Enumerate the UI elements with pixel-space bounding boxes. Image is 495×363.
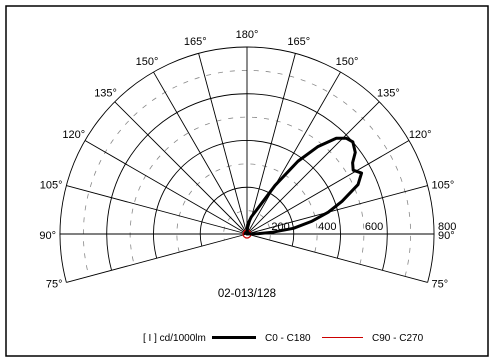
intensity-curves — [242, 136, 364, 239]
unit-label: [ I ] cd/1000lm — [143, 333, 206, 344]
angle-label-105-right: 105° — [431, 180, 454, 192]
grid-spoke-165-right — [246, 53, 296, 235]
legend: [ I ] cd/1000lm C0 - C180 C90 - C270 — [143, 333, 424, 344]
grid-ring-minor-700 — [82, 70, 412, 277]
grid-ring-minor-300 — [176, 163, 318, 253]
angle-label-75-right: 75° — [431, 278, 448, 290]
grid-spoke-165-left — [198, 53, 248, 235]
grid-spoke-150-left — [153, 71, 248, 235]
radial-tick-600: 600 — [365, 221, 383, 233]
angle-label-135-left: 135° — [94, 88, 117, 100]
angle-label-120-right: 120° — [409, 129, 432, 141]
radial-tick-800: 800 — [438, 221, 456, 233]
grid-spoke-105-left — [66, 185, 248, 235]
grid-spoke-135-right — [246, 101, 380, 235]
chart-code: 02-013/128 — [218, 288, 276, 300]
grid-spoke-120-right — [246, 140, 410, 235]
angle-label-135-right: 135° — [377, 88, 400, 100]
angle-label-120-left: 120° — [62, 129, 85, 141]
angle-label-105-left: 105° — [40, 180, 63, 192]
angle-label-165-right: 165° — [287, 36, 310, 48]
angle-label-150-left: 150° — [136, 56, 159, 68]
grid-spoke-75-left — [66, 233, 248, 283]
angle-label-90-right: 90° — [438, 230, 455, 242]
grid-ring-minor-100 — [223, 210, 271, 241]
series-line-0 — [245, 136, 364, 236]
radial-tick-400: 400 — [318, 221, 336, 233]
grid-spoke-135-left — [114, 101, 248, 235]
legend-label-c0-c180: C0 - C180 — [265, 333, 311, 344]
angle-label-90-left: 90° — [39, 230, 56, 242]
angle-label-150-right: 150° — [336, 56, 359, 68]
grid-ring-minor-500 — [129, 116, 365, 265]
axis-labels: 180° 165° 165° 150° 150° 135° 135° 120° 120° 105°… — [39, 29, 456, 290]
polar-grid — [59, 46, 435, 283]
grid-spoke-120-left — [84, 140, 248, 235]
grid-spoke-105-right — [246, 185, 428, 235]
grid-spoke-150-right — [246, 71, 341, 235]
angle-label-75-left: 75° — [46, 278, 63, 290]
chart-frame — [5, 5, 489, 357]
angle-label-165-left: 165° — [184, 36, 207, 48]
grid-spoke-75-right — [246, 233, 428, 283]
angle-label-180-right: 180° — [236, 29, 259, 41]
legend-label-c90-c270: C90 - C270 — [372, 333, 424, 344]
